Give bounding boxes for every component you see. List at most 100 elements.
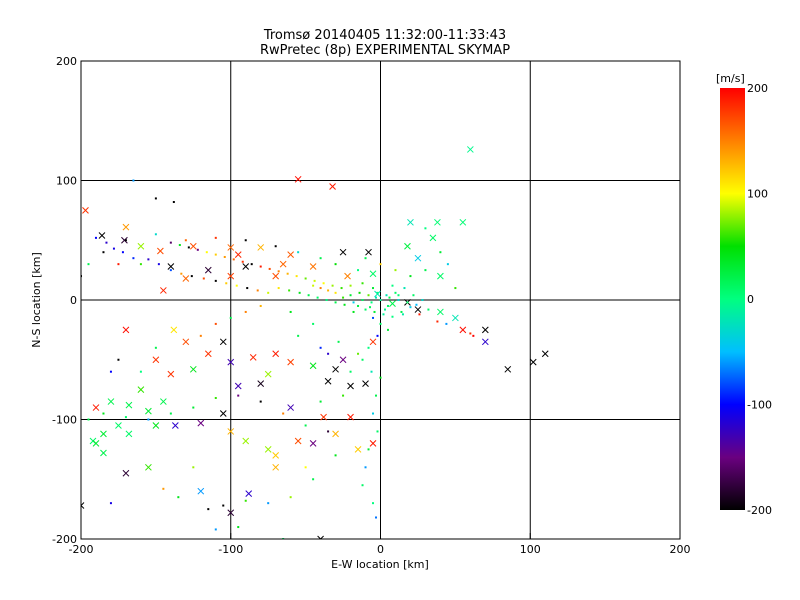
scatter-point-dot: [369, 306, 372, 309]
scatter-point-dot: [178, 244, 181, 247]
scatter-point-x: [437, 308, 444, 316]
scatter-point-dot: [322, 282, 325, 285]
scatter-point-dot: [349, 294, 352, 297]
scatter-point-dot: [124, 416, 127, 419]
scatter-point-dot: [372, 412, 375, 415]
x-axis-label: E-W location [km]: [331, 558, 429, 571]
colorbar-tick-label: -100: [747, 399, 772, 412]
scatter-point-dot: [319, 400, 322, 403]
scatter-point-dot: [397, 299, 400, 301]
scatter-point-dot: [297, 334, 300, 337]
scatter-point-x: [320, 413, 327, 421]
scatter-point-x: [374, 290, 381, 298]
scatter-point-dot: [277, 270, 280, 273]
scatter-point-x: [81, 502, 85, 509]
scatter-point-x: [171, 422, 179, 429]
scatter-point-dot: [184, 239, 187, 242]
scatter-point-dot: [192, 466, 195, 469]
scatter-point-x: [100, 449, 107, 457]
scatter-point-x: [272, 272, 280, 280]
scatter-point-dot: [139, 370, 142, 373]
scatter-point-dot: [427, 308, 430, 311]
scatter-point-dot: [214, 279, 217, 282]
scatter-point-x: [481, 326, 489, 334]
scatter-point-dot: [205, 251, 208, 254]
scatter-point-dot: [349, 284, 352, 287]
scatter-point-dot: [331, 284, 334, 287]
scatter-point-dot: [214, 253, 217, 256]
scatter-point-x: [107, 398, 115, 405]
scatter-point-x: [197, 419, 205, 427]
scatter-point-x: [365, 248, 372, 256]
scatter-point-x: [249, 354, 257, 361]
scatter-point-dot: [214, 528, 217, 531]
scatter-point-dot: [289, 496, 292, 499]
scatter-point-dot: [386, 328, 389, 331]
scatter-point-dot: [412, 294, 415, 297]
scatter-point-dot: [237, 394, 240, 397]
scatter-point-x: [459, 218, 467, 226]
scatter-point-dot: [337, 340, 340, 343]
scatter-point-x: [369, 270, 377, 278]
scatter-point-x: [452, 314, 459, 322]
scatter-point-dot: [154, 346, 157, 349]
scatter-point-dot: [190, 275, 193, 278]
scatter-point-dot: [400, 310, 403, 313]
scatter-point-dot: [403, 287, 406, 290]
scatter-point-x: [125, 430, 133, 438]
scatter-point-dot: [357, 269, 360, 272]
scatter-point-dot: [409, 306, 412, 309]
scatter-point-x: [339, 356, 347, 364]
scatter-point-dot: [117, 263, 120, 266]
x-tick-label: 0: [377, 543, 384, 556]
colorbar-label: [m/s]: [716, 72, 745, 85]
scatter-point-x: [309, 362, 317, 370]
scatter-point-x: [182, 338, 190, 346]
scatter-point-dot: [274, 245, 277, 248]
scatter-point-dot: [223, 255, 226, 258]
scatter-point-dot: [445, 322, 448, 325]
scatter-point-dot: [361, 484, 364, 487]
scatter-point-dot: [409, 275, 412, 278]
scatter-point-dot: [304, 466, 307, 469]
scatter-point-dot: [312, 284, 315, 287]
scatter-point-dot: [379, 322, 382, 325]
grid-lines: [80, 60, 681, 540]
scatter-point-x: [122, 469, 130, 477]
y-tick-label: 200: [56, 55, 77, 68]
scatter-point-x: [100, 430, 107, 438]
scatter-point-dot: [313, 279, 316, 282]
scatter-point-x: [429, 234, 437, 242]
scatter-point-x: [329, 183, 336, 190]
scatter-point-dot: [379, 376, 382, 379]
scatter-point-x: [121, 236, 128, 244]
scatter-point-dot: [358, 291, 361, 294]
x-tick-label: 100: [520, 543, 541, 556]
scatter-point-dot: [237, 526, 240, 529]
scatter-point-dot: [102, 251, 105, 254]
scatter-point-dot: [169, 241, 172, 244]
scatter-point-x: [287, 404, 295, 411]
scatter-point-dot: [250, 263, 253, 266]
scatter-point-dot: [325, 299, 328, 301]
scatter-point-dot: [421, 299, 424, 301]
scatter-point-dot: [121, 251, 124, 254]
scatter-point-dot: [340, 287, 343, 290]
scatter-point-x: [272, 451, 280, 459]
scatter-point-dot: [177, 496, 180, 499]
scatter-point-dot: [352, 310, 355, 313]
scatter-point-dot: [439, 251, 442, 254]
colorbar: [m/s] 200 100 0 -100 -200: [716, 72, 772, 517]
scatter-point-dot: [202, 277, 205, 280]
scatter-point-x: [189, 242, 197, 250]
scatter-point-dot: [105, 241, 108, 244]
scatter-point-dot: [367, 448, 370, 451]
scatter-point-dot: [385, 294, 388, 297]
scatter-point-x: [332, 365, 339, 373]
scatter-point-dot: [169, 269, 172, 272]
scatter-point-dot: [267, 291, 270, 294]
x-tick-labels: -200 -100 0 100 200: [69, 543, 691, 556]
scatter-point-dot: [472, 334, 475, 337]
scatter-point-dot: [342, 296, 345, 299]
scatter-point-dot: [342, 394, 345, 397]
